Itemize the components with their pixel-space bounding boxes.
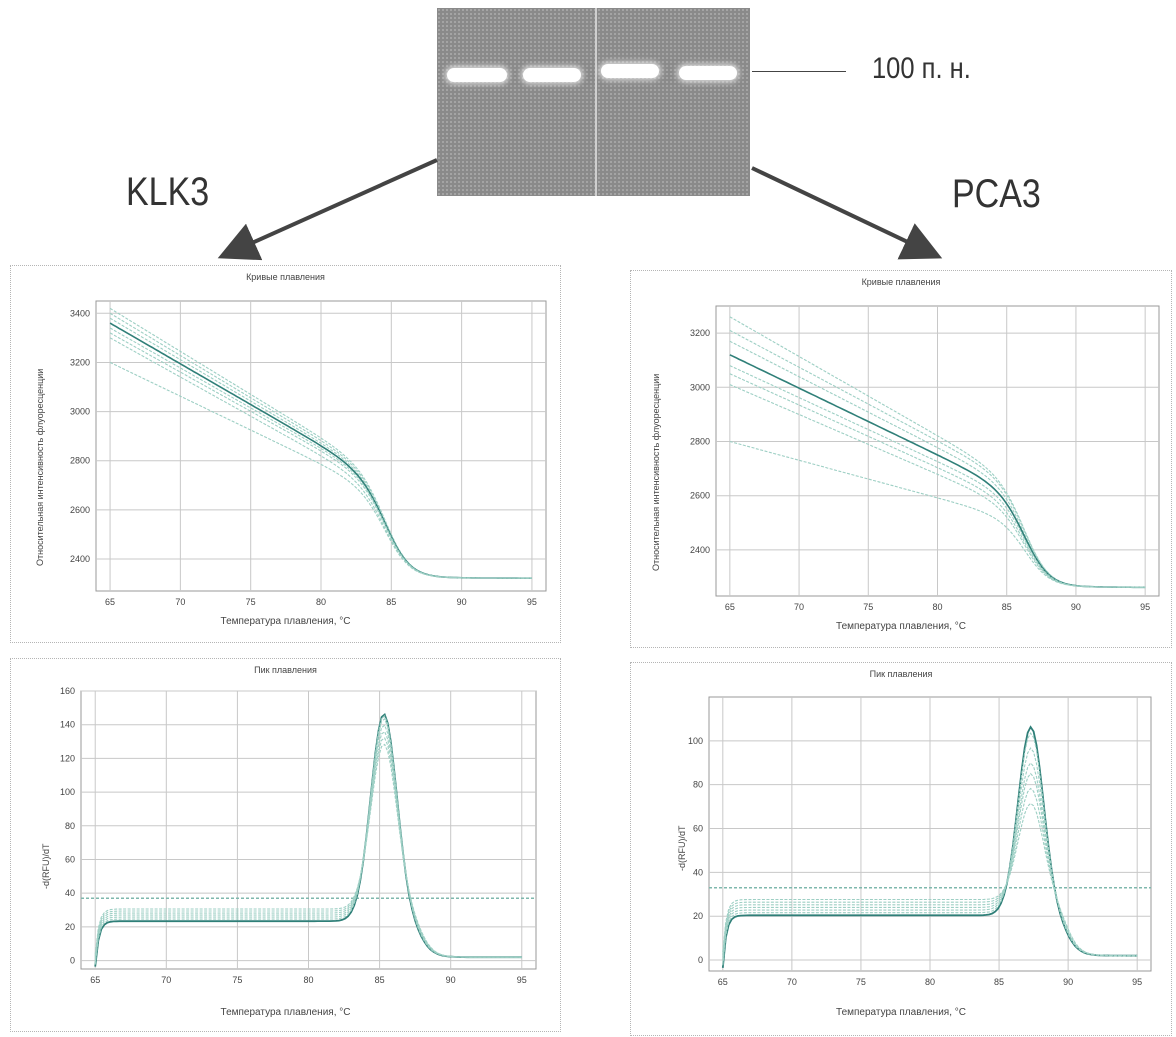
y-tick-label: 2600 [70, 505, 90, 515]
x-tick-label: 85 [375, 975, 385, 985]
x-tick-label: 70 [787, 977, 797, 987]
gene-label-left: KLK3 [126, 170, 210, 214]
x-axis-label: Температура плавления, °C [836, 1007, 966, 1018]
gene-label-right: PCA3 [952, 172, 1041, 216]
marker-line [752, 71, 846, 72]
chart-title: Пик плавления [869, 669, 933, 679]
y-tick-label: 2400 [70, 554, 90, 564]
arrow-right [751, 166, 943, 260]
gel-band-4 [679, 66, 737, 80]
y-axis-label: Относительная интенсивность флуоресценци… [651, 373, 661, 571]
x-tick-label: 70 [161, 975, 171, 985]
x-tick-label: 95 [527, 597, 537, 607]
chart-title: Кривые плавления [246, 272, 325, 282]
x-tick-label: 85 [1002, 602, 1012, 612]
y-tick-label: 2600 [690, 491, 710, 501]
y-tick-label: 3200 [690, 328, 710, 338]
chart-title: Пик плавления [254, 665, 317, 675]
x-axis-label: Температура плавления, °C [836, 621, 966, 632]
chart-title: Кривые плавления [861, 277, 941, 287]
x-tick-label: 80 [925, 977, 935, 987]
y-axis-label: -d(RFU)/dT [677, 825, 687, 872]
melt-peak-series [94, 737, 522, 958]
x-tick-label: 75 [863, 602, 873, 612]
melt-peak-series [94, 724, 522, 961]
gel-band-2 [523, 68, 581, 82]
arrow-left [217, 158, 438, 261]
klk3-melt-peak-panel: 65 70 75 80 85 90 95 0 20 40 60 80 100 120 140 160 Пик … [10, 658, 561, 1032]
melt-curve-series [109, 361, 532, 579]
y-tick-label: 140 [60, 720, 75, 730]
y-tick-label: 0 [698, 955, 703, 965]
y-tick-label: 2400 [690, 545, 710, 555]
x-tick-label: 80 [932, 602, 942, 612]
x-tick-label: 90 [446, 975, 456, 985]
y-tick-label: 2800 [70, 456, 90, 466]
marker-label: 100 п. н. [872, 52, 971, 85]
y-tick-label: 120 [60, 753, 75, 763]
y-tick-label: 3000 [690, 382, 710, 392]
melt-curve-series [729, 329, 1146, 588]
y-tick-label: 3200 [70, 357, 90, 367]
y-tick-label: 0 [70, 956, 75, 966]
y-tick-label: 100 [60, 787, 75, 797]
gel-divider [595, 8, 597, 196]
x-tick-label: 75 [856, 977, 866, 987]
y-tick-label: 60 [65, 854, 75, 864]
x-tick-label: 85 [386, 597, 396, 607]
melt-curve-series [729, 384, 1146, 588]
y-tick-label: 20 [693, 911, 703, 921]
x-tick-label: 65 [105, 597, 115, 607]
x-tick-label: 95 [517, 975, 527, 985]
x-tick-label: 85 [994, 977, 1004, 987]
x-tick-label: 65 [725, 602, 735, 612]
x-tick-label: 65 [718, 977, 728, 987]
x-tick-label: 65 [90, 975, 100, 985]
pca3-melt-peak-panel: 65 70 75 80 85 90 95 0 20 40 60 80 100 Пик плавления… [630, 662, 1172, 1036]
gel-band-1 [447, 68, 507, 82]
melt-curve-series [109, 332, 532, 579]
y-tick-label: 3400 [70, 308, 90, 318]
x-axis-label: Температура плавления, °C [220, 616, 351, 627]
x-tick-label: 80 [316, 597, 326, 607]
melt-curve-series [729, 373, 1146, 588]
pca3-melt-curve-panel: 65 70 75 80 85 90 95 2400 2600 2800 3000 3200 Кривы… [630, 270, 1172, 648]
x-tick-label: 90 [1063, 977, 1073, 987]
y-tick-label: 160 [60, 686, 75, 696]
x-tick-label: 80 [303, 975, 313, 985]
melt-peak-series [94, 714, 522, 965]
y-tick-label: 2800 [690, 437, 710, 447]
x-tick-label: 70 [794, 602, 804, 612]
y-tick-label: 40 [693, 867, 703, 877]
gel-band-3 [601, 64, 659, 78]
x-tick-label: 75 [246, 597, 256, 607]
melt-peak-series [94, 718, 522, 963]
x-tick-label: 90 [457, 597, 467, 607]
y-axis-label: Относительная интенсивность флуоресценци… [35, 368, 45, 566]
y-tick-label: 80 [65, 821, 75, 831]
y-axis-label: -d(RFU)/dT [41, 843, 51, 890]
melt-peak-series [94, 743, 522, 958]
x-tick-label: 75 [232, 975, 242, 985]
gel-image [437, 8, 750, 196]
y-tick-label: 100 [688, 736, 703, 746]
klk3-melt-curve-panel: 65 70 75 80 85 90 95 2400 2600 2800 3000 3200 3400 К… [10, 265, 561, 643]
melt-peak-series [722, 802, 1138, 957]
y-tick-label: 80 [693, 780, 703, 790]
y-tick-label: 40 [65, 888, 75, 898]
melt-curve-series [109, 317, 532, 579]
x-axis-label: Температура плавления, °C [220, 1007, 351, 1018]
y-tick-label: 20 [65, 922, 75, 932]
x-tick-label: 90 [1071, 602, 1081, 612]
x-tick-label: 70 [175, 597, 185, 607]
x-tick-label: 95 [1132, 977, 1142, 987]
x-tick-label: 95 [1140, 602, 1150, 612]
y-tick-label: 3000 [70, 407, 90, 417]
melt-peak-series [722, 732, 1138, 966]
y-tick-label: 60 [693, 824, 703, 834]
